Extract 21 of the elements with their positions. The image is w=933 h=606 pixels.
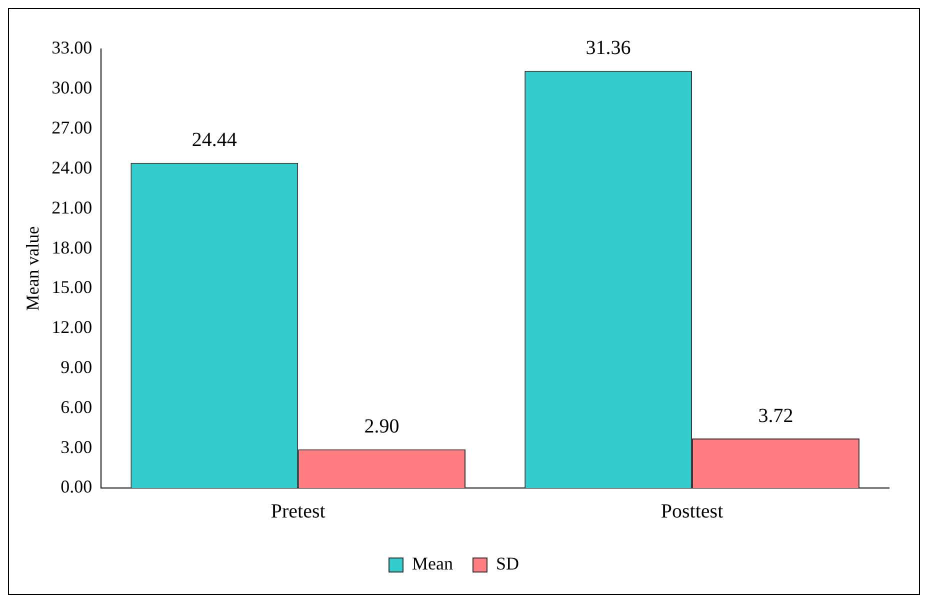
y-tick-label: 9.00 xyxy=(60,357,92,378)
y-tick-label: 24.00 xyxy=(52,157,92,178)
x-tick-label: Posttest xyxy=(660,500,724,522)
legend-label: SD xyxy=(496,554,519,574)
data-label: 3.72 xyxy=(758,404,794,427)
data-label: 31.36 xyxy=(586,37,631,60)
y-tick-label: 33.00 xyxy=(52,38,92,58)
y-tick-label: 27.00 xyxy=(52,118,92,138)
y-tick-label: 12.00 xyxy=(52,317,92,338)
x-tick-label: Pretest xyxy=(270,500,326,522)
data-label: 24.44 xyxy=(192,129,237,152)
y-axis-title: Mean value xyxy=(22,226,43,311)
y-tick-label: 30.00 xyxy=(52,78,92,98)
y-tick-label: 0.00 xyxy=(60,476,92,497)
y-tick-label: 21.00 xyxy=(52,197,92,218)
y-tick-label: 15.00 xyxy=(52,277,92,298)
y-tick-label: 3.00 xyxy=(60,436,92,457)
y-tick-label: 18.00 xyxy=(52,237,92,258)
y-tick-label: 6.00 xyxy=(60,396,92,417)
legend-label: Mean xyxy=(412,554,453,574)
data-label: 2.90 xyxy=(364,416,400,438)
